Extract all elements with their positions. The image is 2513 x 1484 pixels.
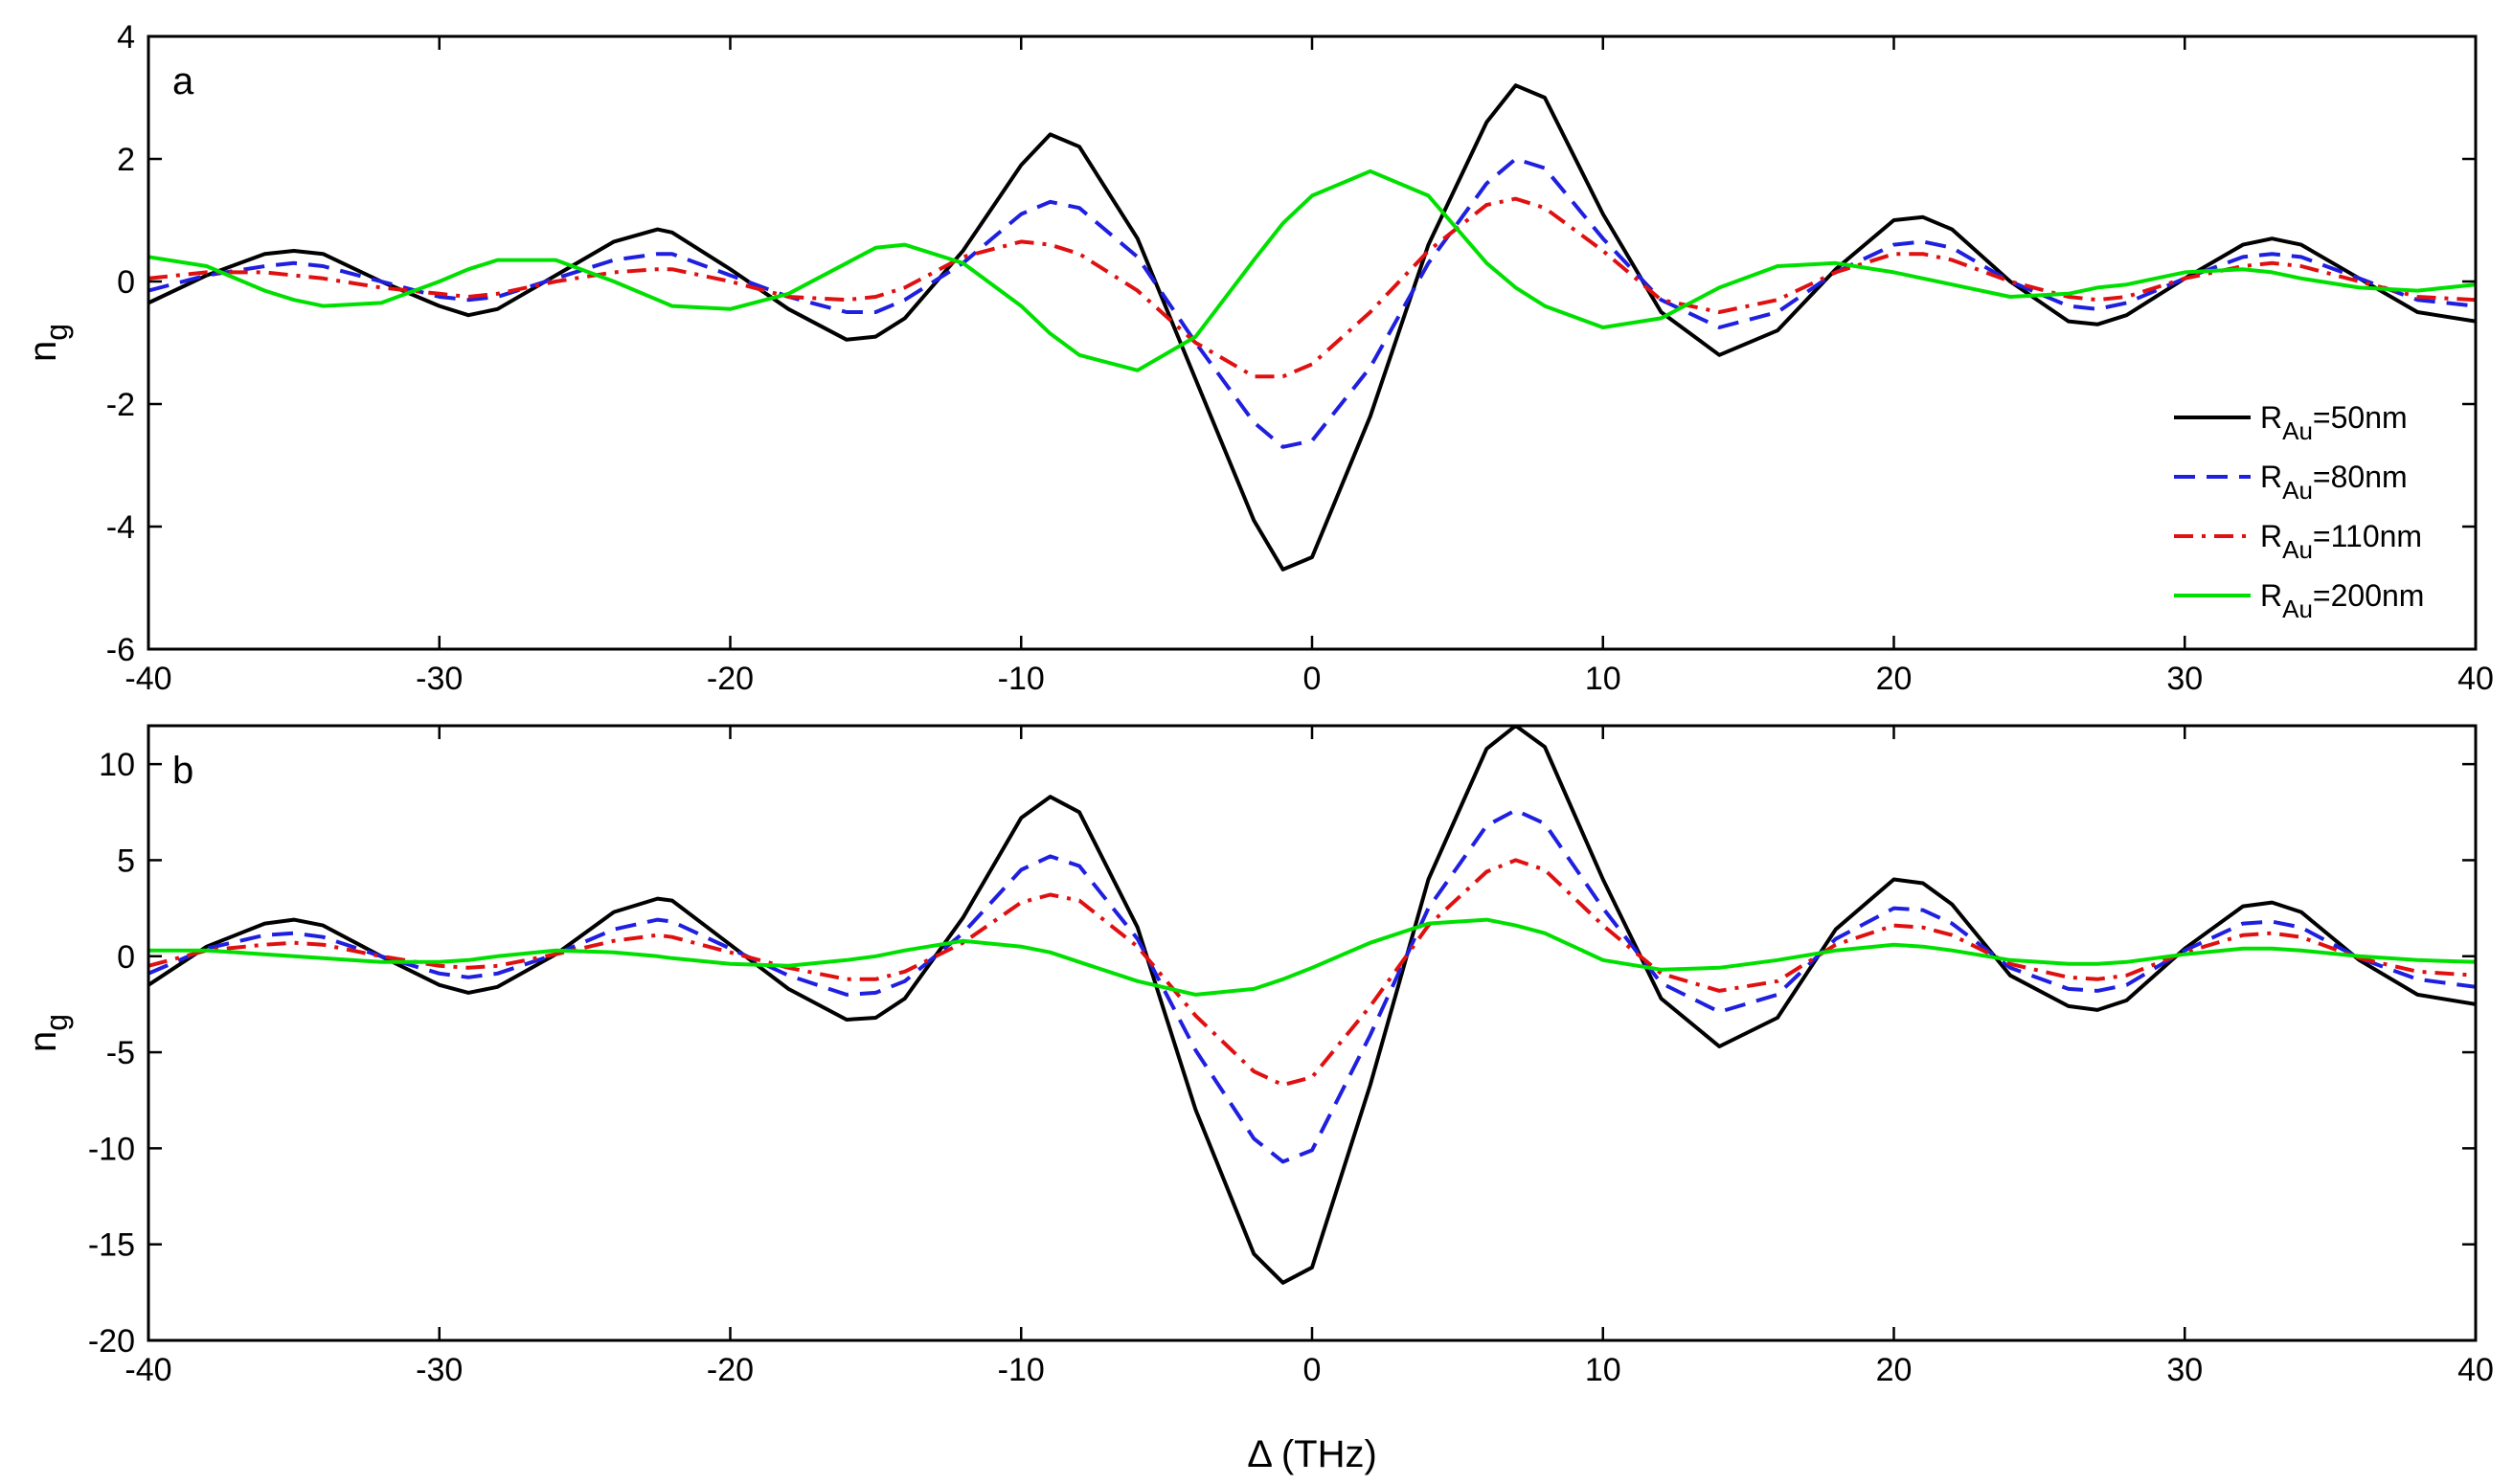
panel-label: a: [172, 60, 194, 102]
panel-label: b: [172, 750, 193, 792]
legend-entry-1: RAu=50nm: [2260, 400, 2408, 445]
x-tick-label: 0: [1303, 661, 1322, 697]
series-group: [148, 83, 2476, 572]
series-line-4: [148, 917, 2476, 997]
x-tick-label: -20: [707, 661, 754, 697]
y-tick-label: 10: [99, 747, 135, 783]
x-tick-label: 0: [1303, 1352, 1322, 1388]
panel-b: -40 -30 -20 -10 0 10 20 30 40 -20 -15 -10 -5 0 5 10 b ng Δ…: [22, 724, 2494, 1475]
x-tick-label: 10: [1585, 661, 1621, 697]
y-tick-label: -15: [88, 1227, 135, 1264]
x-tick-label: -30: [416, 661, 463, 697]
legend-entry-4: RAu=200nm: [2260, 578, 2424, 623]
x-tick-label: -30: [416, 1352, 463, 1388]
x-tick-label: 20: [1876, 1352, 1913, 1388]
y-tick-label: -6: [106, 632, 135, 668]
x-tick-label: -10: [998, 1352, 1045, 1388]
series-line-4: [148, 169, 2476, 372]
x-tick-label: -40: [125, 661, 171, 697]
panel-a: -40 -30 -20 -10 0 10 20 30 40-6-4-2024angRAu=50n…: [22, 19, 2494, 697]
x-tick-label: 30: [2166, 1352, 2203, 1388]
series-line-3: [148, 196, 2476, 379]
y-tick-label: 0: [117, 264, 135, 301]
series-line-1: [148, 83, 2476, 572]
series-line-2: [148, 157, 2476, 449]
x-tick-label: -40: [125, 1352, 171, 1388]
x-tick-label: 10: [1585, 1352, 1621, 1388]
legend-entry-2: RAu=80nm: [2260, 460, 2408, 505]
x-tick-label: 40: [2457, 661, 2494, 697]
y-axis-label: ng: [22, 324, 74, 362]
series-line-1: [148, 726, 2476, 1285]
x-axis-label: Δ (THz): [1247, 1433, 1377, 1475]
series-line-3: [148, 858, 2476, 1088]
x-tick-label: -10: [998, 661, 1045, 697]
x-tick-label: 20: [1876, 661, 1913, 697]
legend: RAu=50nm RAu=80nm RAu=110nm RAu=200nm: [2174, 400, 2424, 623]
x-tick-label: -20: [707, 1352, 754, 1388]
y-tick-label: -4: [106, 509, 135, 546]
axes-frame: [147, 724, 2478, 1342]
y-tick-label: -10: [88, 1131, 135, 1167]
x-tick-label: 40: [2457, 1352, 2494, 1388]
y-tick-label: 0: [117, 939, 135, 976]
y-tick-label: -5: [106, 1035, 135, 1071]
y-tick-label: 5: [117, 843, 135, 879]
y-tick-label: 2: [117, 142, 135, 178]
x-tick-label: 30: [2166, 661, 2203, 697]
series-group: [148, 726, 2476, 1285]
y-axis-label: ng: [22, 1014, 74, 1052]
series-line-2: [148, 808, 2476, 1164]
y-tick-label: -20: [88, 1323, 135, 1360]
y-tick-label: -2: [106, 387, 135, 423]
legend-entry-3: RAu=110nm: [2260, 519, 2422, 564]
y-tick-label: 4: [117, 19, 135, 56]
